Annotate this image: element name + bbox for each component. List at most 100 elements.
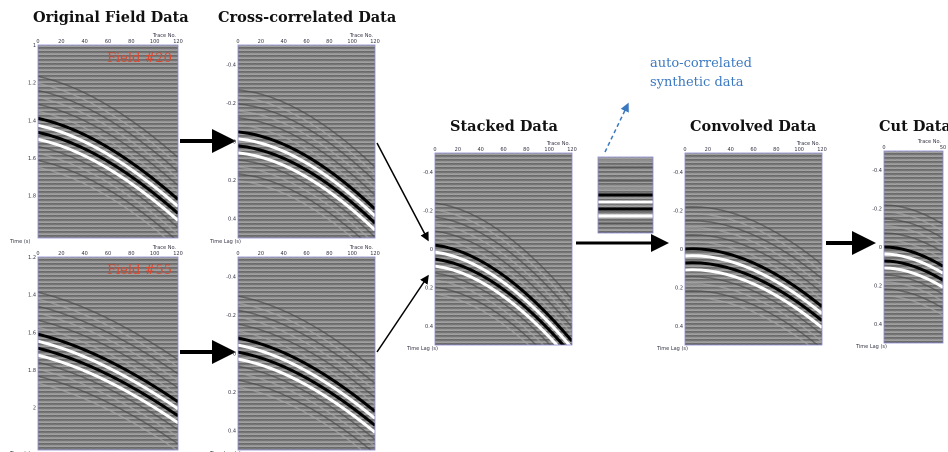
y-axis-label: Time Lag (s) — [406, 346, 438, 352]
x-tick-label: 20 — [455, 147, 461, 153]
field-label: Field #55 — [107, 263, 172, 278]
field-label: Field #20 — [107, 51, 172, 66]
x-tick-label: 100 — [347, 251, 357, 257]
y-tick-label: 0.2 — [425, 285, 433, 291]
x-axis-label: Trace No. — [349, 245, 374, 251]
diagram: Original Field Data Cross-correlated Data… — [0, 0, 948, 452]
x-tick-label: 120 — [173, 39, 183, 45]
panel-image — [238, 45, 375, 258]
x-tick-label: 120 — [173, 251, 183, 257]
x-tick-label: 60 — [750, 147, 756, 153]
x-tick-label: 120 — [817, 147, 827, 153]
y-tick-label: 0 — [233, 140, 236, 146]
x-tick-label: 20 — [258, 251, 264, 257]
x-tick-label: 0 — [882, 145, 885, 151]
y-tick-label: 2 — [33, 406, 36, 412]
column-title: Cut Data — [879, 118, 948, 135]
x-tick-label: 60 — [303, 39, 309, 45]
x-axis-label: Trace No. — [349, 33, 374, 39]
x-tick-label: 60 — [105, 251, 111, 257]
y-tick-label: 1.2 — [28, 81, 36, 87]
y-tick-label: 0.2 — [675, 285, 683, 291]
y-axis-label: Time Lag (s) — [855, 344, 887, 350]
seismic-panel: 020406080100120Trace No.-0.4-0.200.20.4T… — [406, 141, 577, 390]
x-tick-label: 100 — [347, 39, 357, 45]
x-tick-label: 60 — [303, 251, 309, 257]
panel-image — [238, 257, 375, 452]
dashed-arrow — [605, 104, 628, 152]
x-tick-label: 80 — [128, 251, 134, 257]
column-title: Stacked Data — [450, 118, 559, 135]
arrow — [377, 143, 428, 240]
panel-image — [38, 257, 178, 451]
y-tick-label: 1 — [33, 43, 36, 49]
x-axis-label: Trace No. — [546, 141, 571, 147]
y-tick-label: 1.4 — [28, 293, 36, 299]
y-tick-label: 0.4 — [675, 324, 683, 330]
x-tick-label: 100 — [544, 147, 554, 153]
column-title: Cross-correlated Data — [218, 9, 397, 26]
y-tick-label: 1.8 — [28, 194, 36, 200]
y-tick-label: -0.2 — [423, 209, 433, 215]
panel-image — [435, 153, 572, 390]
x-tick-label: 0 — [236, 251, 239, 257]
x-tick-label: 80 — [326, 251, 332, 257]
panel-image — [685, 153, 822, 356]
x-axis-label: Trace No. — [152, 245, 177, 251]
y-tick-label: 1.4 — [28, 118, 36, 124]
annotation: auto-correlated — [650, 56, 752, 71]
x-tick-label: 0 — [433, 147, 436, 153]
y-tick-label: 0.4 — [228, 217, 236, 223]
x-tick-label: 40 — [727, 147, 733, 153]
y-tick-label: -0.4 — [226, 274, 236, 280]
y-tick-label: 0.4 — [874, 322, 882, 328]
y-tick-label: -0.2 — [226, 313, 236, 319]
y-tick-label: 0.4 — [228, 429, 236, 435]
x-tick-label: 60 — [500, 147, 506, 153]
x-tick-label: 100 — [150, 39, 160, 45]
y-tick-label: 0.2 — [874, 283, 882, 289]
x-tick-label: 80 — [128, 39, 134, 45]
x-tick-label: 20 — [258, 39, 264, 45]
x-tick-label: 40 — [280, 251, 286, 257]
x-tick-label: 80 — [523, 147, 529, 153]
column-title: Convolved Data — [690, 118, 817, 135]
seismic-panel — [598, 153, 653, 244]
panel-image — [38, 45, 178, 248]
y-tick-label: -0.4 — [872, 168, 882, 174]
y-axis-label: Time Lag (s) — [656, 346, 688, 352]
x-tick-label: 80 — [326, 39, 332, 45]
x-tick-label: 40 — [477, 147, 483, 153]
x-tick-label: 20 — [58, 39, 64, 45]
y-tick-label: -0.4 — [226, 62, 236, 68]
x-tick-label: 40 — [81, 39, 87, 45]
y-tick-label: -0.4 — [423, 170, 433, 176]
y-tick-label: 0 — [879, 245, 882, 251]
x-tick-label: 120 — [370, 251, 380, 257]
y-axis-label: Time (s) — [9, 239, 30, 245]
x-tick-label: 20 — [58, 251, 64, 257]
x-tick-label: 100 — [794, 147, 804, 153]
y-tick-label: -0.2 — [673, 209, 683, 215]
x-tick-label: 120 — [567, 147, 577, 153]
x-tick-label: 40 — [280, 39, 286, 45]
column-title: Original Field Data — [33, 9, 189, 26]
x-axis-label: Trace No. — [796, 141, 821, 147]
x-axis-label: Trace No. — [152, 33, 177, 39]
y-tick-label: -0.4 — [673, 170, 683, 176]
x-tick-label: 60 — [105, 39, 111, 45]
y-tick-label: 1.6 — [28, 156, 36, 162]
y-tick-label: 1.2 — [28, 255, 36, 261]
seismic-panel: 020406080100120Trace No.-0.4-0.200.20.4T… — [209, 245, 380, 452]
y-tick-label: 1.8 — [28, 368, 36, 374]
x-tick-label: 40 — [81, 251, 87, 257]
x-tick-label: 0 — [683, 147, 686, 153]
x-tick-label: 100 — [150, 251, 160, 257]
x-tick-label: 0 — [36, 39, 39, 45]
annotation: synthetic data — [650, 75, 744, 90]
y-tick-label: -0.2 — [872, 207, 882, 213]
